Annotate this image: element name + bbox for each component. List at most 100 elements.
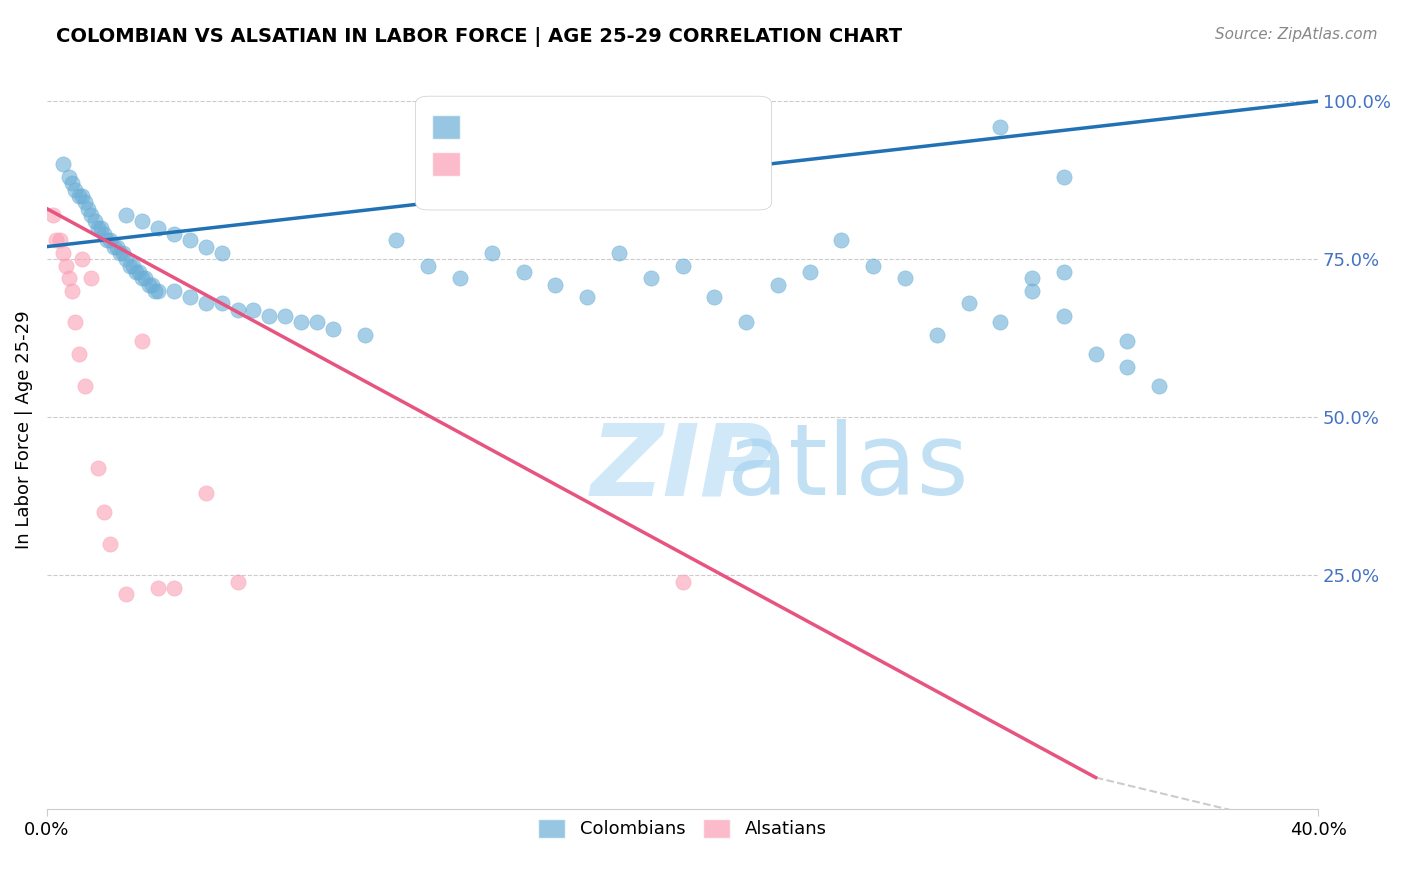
Point: [52, 246, 75, 260]
FancyBboxPatch shape: [432, 115, 460, 139]
Point: [1053, 309, 1076, 323]
Point: [259, 309, 281, 323]
Point: [305, 316, 328, 330]
Point: [100, 233, 122, 247]
FancyBboxPatch shape: [432, 152, 460, 176]
Point: [957, 296, 980, 310]
Point: [163, 227, 186, 241]
Point: [131, 271, 153, 285]
Point: [58, 271, 80, 285]
Point: [146, 284, 169, 298]
Point: [60, 177, 83, 191]
Point: [1021, 271, 1043, 285]
Point: [52, 157, 75, 171]
Point: [100, 537, 122, 551]
Point: [290, 316, 312, 330]
Point: [58, 170, 80, 185]
Point: [80, 208, 103, 222]
Point: [353, 328, 375, 343]
Point: [105, 239, 128, 253]
Point: [138, 277, 160, 292]
Point: [1116, 334, 1139, 349]
Point: [65, 183, 87, 197]
Point: [45, 233, 67, 247]
Point: [799, 265, 821, 279]
Point: [194, 486, 217, 500]
Text: COLOMBIAN VS ALSATIAN IN LABOR FORCE | AGE 25-29 CORRELATION CHART: COLOMBIAN VS ALSATIAN IN LABOR FORCE | A…: [56, 27, 903, 46]
Point: [925, 328, 948, 343]
Point: [671, 574, 693, 589]
Point: [988, 120, 1011, 134]
Point: [60, 284, 83, 298]
Point: [115, 208, 138, 222]
Point: [703, 290, 725, 304]
Point: [77, 202, 100, 216]
Text: ZIP: ZIP: [591, 419, 775, 516]
Point: [70, 189, 93, 203]
Point: [103, 239, 125, 253]
Point: [67, 347, 90, 361]
Point: [385, 233, 408, 247]
Point: [735, 316, 758, 330]
Point: [481, 246, 503, 260]
Point: [640, 271, 662, 285]
Text: Source: ZipAtlas.com: Source: ZipAtlas.com: [1215, 27, 1378, 42]
Point: [146, 220, 169, 235]
Point: [65, 316, 87, 330]
Point: [146, 581, 169, 595]
Point: [194, 239, 217, 253]
Point: [449, 271, 471, 285]
Point: [67, 189, 90, 203]
Point: [894, 271, 917, 285]
Point: [512, 265, 534, 279]
Point: [179, 290, 201, 304]
Point: [1147, 378, 1170, 392]
Point: [55, 259, 77, 273]
Legend: Colombians, Alsatians: Colombians, Alsatians: [531, 812, 834, 846]
Point: [226, 302, 249, 317]
Point: [134, 271, 156, 285]
Point: [48, 233, 70, 247]
Point: [1053, 170, 1076, 185]
Y-axis label: In Labor Force | Age 25-29: In Labor Force | Age 25-29: [15, 310, 32, 549]
Point: [143, 284, 166, 298]
Point: [576, 290, 599, 304]
Point: [93, 505, 115, 519]
Point: [1116, 359, 1139, 374]
Point: [179, 233, 201, 247]
Point: [1053, 265, 1076, 279]
Point: [163, 581, 186, 595]
Point: [112, 246, 135, 260]
Point: [988, 316, 1011, 330]
Point: [671, 259, 693, 273]
Point: [322, 322, 344, 336]
FancyBboxPatch shape: [416, 96, 772, 210]
Point: [226, 574, 249, 589]
Point: [211, 296, 233, 310]
Point: [194, 296, 217, 310]
Point: [70, 252, 93, 267]
Point: [87, 220, 110, 235]
Point: [1084, 347, 1107, 361]
Point: [80, 271, 103, 285]
Point: [83, 214, 105, 228]
Point: [607, 246, 630, 260]
Point: [90, 220, 112, 235]
Point: [108, 246, 131, 260]
Point: [862, 259, 884, 273]
Text: atlas: atlas: [727, 419, 969, 516]
Point: [211, 246, 233, 260]
Point: [115, 587, 138, 601]
Text: R =  0.430   N = 79: R = 0.430 N = 79: [441, 119, 603, 137]
Point: [163, 284, 186, 298]
Point: [121, 259, 143, 273]
Point: [274, 309, 297, 323]
Point: [766, 277, 789, 292]
Point: [544, 277, 567, 292]
Point: [418, 259, 440, 273]
Point: [42, 208, 65, 222]
Text: R = -0.529   N = 22: R = -0.529 N = 22: [441, 157, 605, 175]
Point: [242, 302, 264, 317]
Point: [128, 265, 150, 279]
Point: [87, 460, 110, 475]
